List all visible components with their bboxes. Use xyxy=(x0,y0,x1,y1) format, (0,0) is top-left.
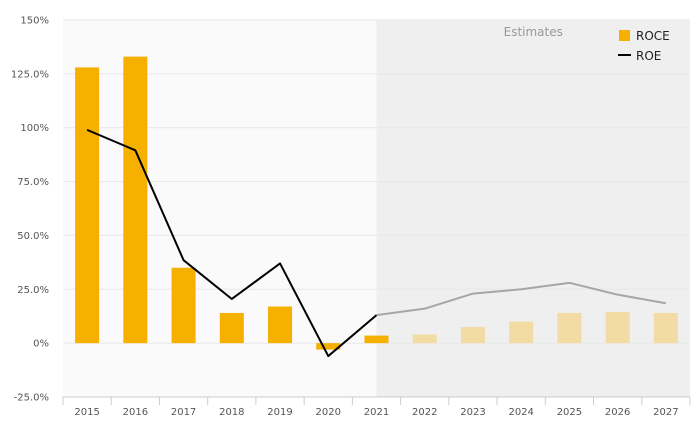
roce-bar[interactable] xyxy=(75,67,100,344)
x-tick-label: 2019 xyxy=(267,407,292,418)
x-axis: 2015 2016 2017 2018 2019 2020 2021 2022 2023 2024… xyxy=(62,396,691,418)
roce-bar[interactable] xyxy=(605,311,630,344)
x-tick-label: 2027 xyxy=(653,407,678,418)
y-tick-label: 125.0% xyxy=(11,69,49,80)
roce-bars xyxy=(75,56,678,350)
roce-bar[interactable] xyxy=(460,326,485,344)
x-tick-label: 2016 xyxy=(123,407,148,418)
y-tick-label: 150% xyxy=(20,16,49,27)
roe-line-estimate[interactable] xyxy=(376,281,667,317)
estimates-label: Estimates xyxy=(504,25,563,39)
x-tick-label: 2022 xyxy=(412,407,437,418)
legend[interactable]: ROCE ROE xyxy=(618,29,670,63)
x-tick-label: 2024 xyxy=(508,407,533,418)
roce-bar[interactable] xyxy=(219,312,244,344)
legend-roe-label[interactable]: ROE xyxy=(636,49,661,63)
roce-bar[interactable] xyxy=(557,312,582,344)
legend-roce-swatch xyxy=(619,30,630,41)
y-tick-label: 100% xyxy=(20,123,49,134)
x-tick-label: 2021 xyxy=(364,407,389,418)
gridlines xyxy=(63,19,690,398)
y-axis: -25.0% 0% 25.0% 50.0% 75.0% 100% 125.0% 150% xyxy=(11,16,49,404)
x-tick-label: 2026 xyxy=(605,407,630,418)
x-tick-label: 2025 xyxy=(557,407,582,418)
y-tick-label: 50.0% xyxy=(17,231,49,242)
y-tick-label: 75.0% xyxy=(17,177,49,188)
roce-bar[interactable] xyxy=(509,321,534,344)
estimates-region xyxy=(376,20,690,397)
roce-bar[interactable] xyxy=(171,267,196,344)
x-tick-label: 2020 xyxy=(316,407,341,418)
roce-bar[interactable] xyxy=(364,335,389,344)
y-tick-label: -25.0% xyxy=(14,393,49,404)
legend-roce-label[interactable]: ROCE xyxy=(636,29,670,43)
x-tick-label: 2023 xyxy=(460,407,485,418)
roe-line xyxy=(86,128,667,358)
x-tick-label: 2015 xyxy=(74,407,99,418)
roce-bar[interactable] xyxy=(123,56,148,344)
x-tick-label: 2017 xyxy=(171,407,196,418)
y-tick-label: 0% xyxy=(33,339,49,350)
roce-bar[interactable] xyxy=(412,334,437,344)
roce-bar[interactable] xyxy=(268,306,293,344)
y-tick-label: 25.0% xyxy=(17,285,49,296)
roce-bar[interactable] xyxy=(316,343,341,350)
roe-line-actual[interactable] xyxy=(86,128,378,358)
roce-bar[interactable] xyxy=(653,312,678,344)
x-tick-label: 2018 xyxy=(219,407,244,418)
